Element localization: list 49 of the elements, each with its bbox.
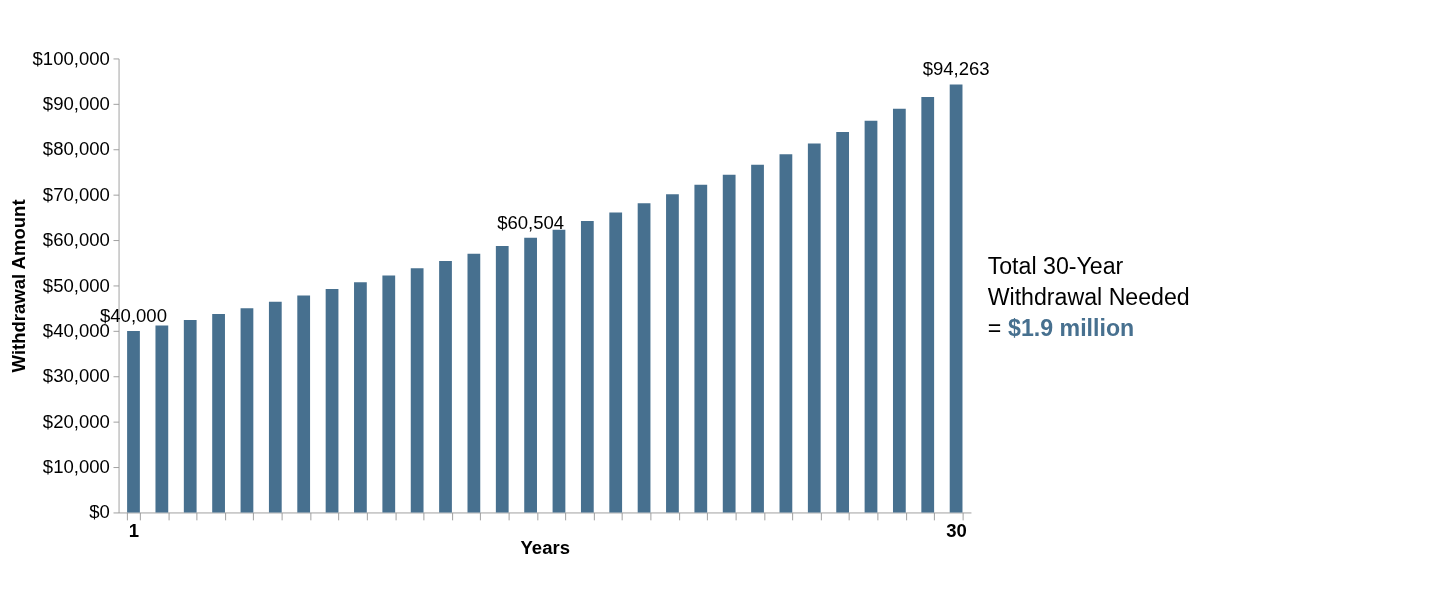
bar [722, 174, 736, 513]
y-tick-label: $70,000 [42, 183, 110, 205]
bar [439, 260, 452, 513]
text: Total 30-Year [987, 253, 1124, 280]
bar [892, 108, 906, 513]
x-tick-label: 1 [128, 520, 140, 542]
y-tick-label: $50,000 [42, 274, 110, 296]
bar [609, 212, 623, 513]
bar [637, 203, 651, 513]
bar [382, 275, 396, 513]
y-tick-label: $0 [89, 501, 110, 523]
bar [268, 301, 282, 513]
data-label: $60,504 [497, 211, 565, 233]
bar [467, 253, 481, 513]
y-tick-label: $90,000 [42, 92, 110, 114]
bar [694, 184, 708, 513]
bar [921, 97, 935, 513]
bar [127, 330, 140, 513]
text: $1.9 million [1008, 314, 1135, 341]
bar [524, 237, 537, 513]
bar [864, 120, 878, 513]
bar [155, 325, 169, 513]
bar [325, 289, 339, 513]
bar [751, 164, 764, 513]
y-tick-label: $80,000 [42, 138, 110, 160]
bar [183, 319, 197, 513]
bar [212, 314, 225, 513]
bar [495, 245, 509, 513]
bar [949, 84, 963, 513]
bar [807, 143, 821, 513]
bar [779, 154, 793, 513]
y-axis-title: Withdrawal Amount [8, 199, 30, 373]
y-tick-label: $10,000 [42, 456, 110, 478]
data-label: $94,263 [922, 58, 990, 80]
bar [410, 268, 424, 513]
y-tick-label: $30,000 [42, 365, 110, 387]
text: = [987, 314, 1002, 341]
x-tick-label: 30 [946, 520, 967, 542]
y-tick-label: $60,000 [42, 229, 110, 251]
bar [836, 132, 850, 513]
bar [297, 295, 311, 513]
y-tick-label: $20,000 [42, 410, 110, 432]
y-tick-label: $100,000 [32, 47, 110, 69]
bar [580, 221, 594, 513]
bar [666, 194, 679, 513]
bar [354, 282, 367, 513]
text: Withdrawal Needed [987, 283, 1190, 310]
x-axis-title: Years [520, 536, 570, 558]
bar [240, 308, 254, 513]
